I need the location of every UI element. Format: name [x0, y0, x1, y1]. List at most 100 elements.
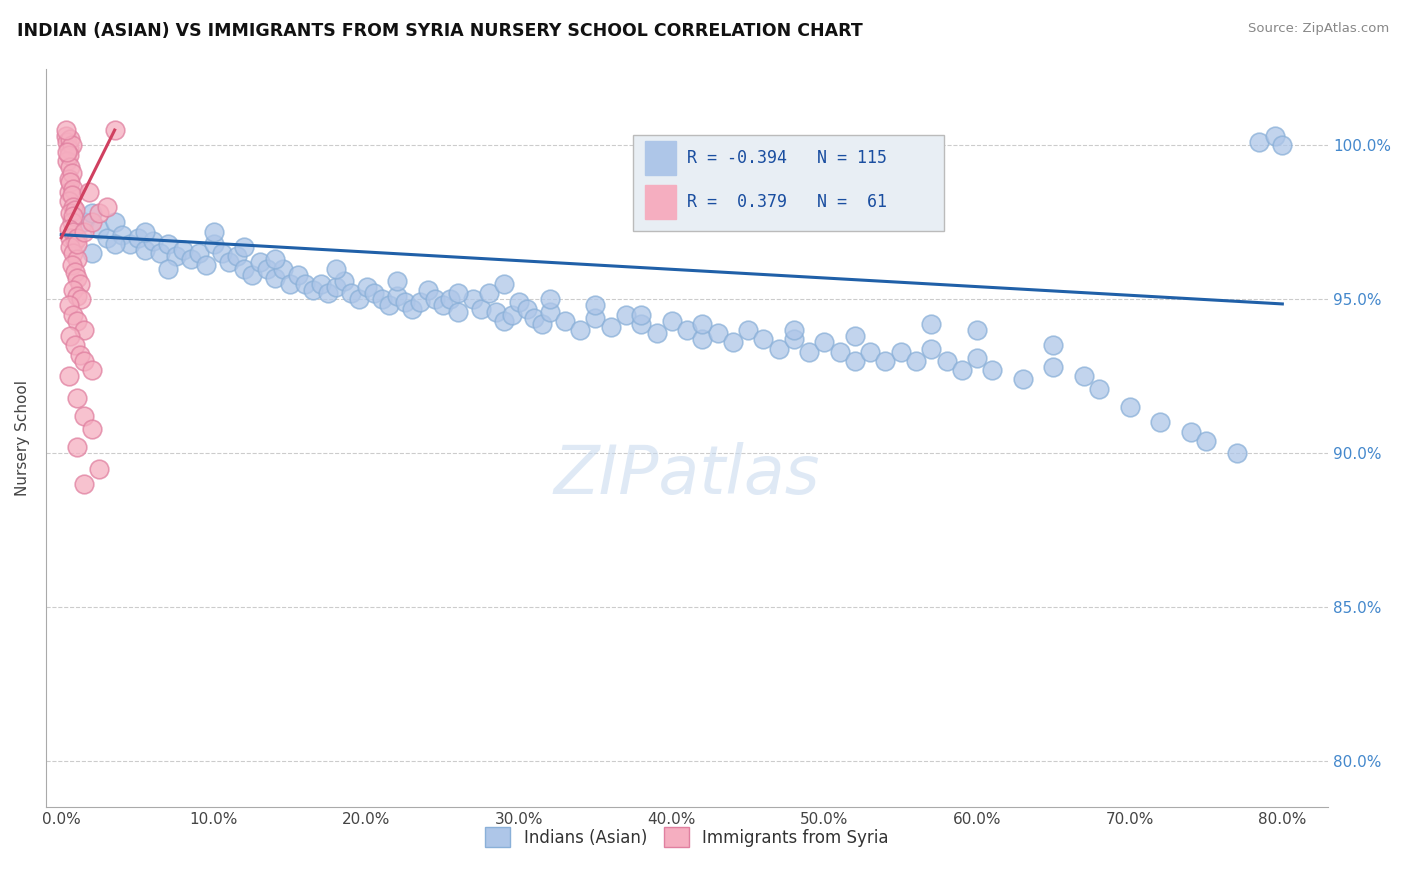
Point [62, 200, 84, 214]
Point [447, 286, 470, 301]
Point [157, 261, 180, 276]
Point [233, 240, 256, 254]
Point [59, 132, 82, 146]
Point [347, 293, 370, 307]
Point [492, 314, 515, 328]
Point [172, 243, 194, 257]
Point [302, 283, 325, 297]
Point [1180, 425, 1202, 439]
Text: INDIAN (ASIAN) VS IMMIGRANTS FROM SYRIA NURSERY SCHOOL CORRELATION CHART: INDIAN (ASIAN) VS IMMIGRANTS FROM SYRIA … [17, 22, 863, 40]
Point [828, 344, 851, 359]
Point [59, 206, 82, 220]
Point [142, 234, 165, 248]
Point [271, 261, 294, 276]
Point [80, 215, 103, 229]
Point [1264, 129, 1286, 144]
Point [58, 221, 80, 235]
Point [264, 270, 287, 285]
Point [59, 231, 82, 245]
Point [96, 231, 118, 245]
Point [309, 277, 332, 291]
Point [65, 270, 87, 285]
Point [425, 293, 447, 307]
Point [233, 261, 256, 276]
Point [554, 314, 576, 328]
Point [385, 274, 408, 288]
Point [1042, 338, 1064, 352]
Point [401, 301, 423, 316]
Point [920, 342, 942, 356]
Point [65, 236, 87, 251]
Point [62, 283, 84, 297]
Point [111, 227, 134, 242]
Point [1225, 446, 1247, 460]
Point [62, 209, 84, 223]
Point [409, 295, 432, 310]
Text: R =  0.379   N =  61: R = 0.379 N = 61 [688, 194, 887, 211]
Point [416, 283, 439, 297]
Point [65, 252, 87, 267]
Point [127, 231, 149, 245]
Point [294, 277, 316, 291]
Point [118, 236, 141, 251]
Point [59, 175, 82, 189]
Point [585, 298, 607, 312]
Point [905, 354, 928, 368]
Point [676, 323, 699, 337]
Point [80, 246, 103, 260]
Point [432, 298, 454, 312]
Point [844, 329, 866, 343]
Point [58, 194, 80, 208]
Point [523, 310, 546, 325]
Point [62, 225, 84, 239]
Point [62, 181, 84, 195]
Text: Source: ZipAtlas.com: Source: ZipAtlas.com [1249, 22, 1389, 36]
Point [104, 236, 127, 251]
Point [60, 215, 83, 229]
Point [966, 351, 988, 365]
Point [783, 323, 806, 337]
Point [645, 326, 668, 341]
Point [332, 274, 354, 288]
Point [752, 332, 775, 346]
Point [599, 320, 621, 334]
Point [157, 236, 180, 251]
Point [478, 286, 501, 301]
Point [63, 265, 86, 279]
Point [65, 391, 87, 405]
Point [65, 231, 87, 245]
Point [1088, 382, 1111, 396]
Point [65, 289, 87, 303]
Point [69, 348, 91, 362]
Point [134, 243, 156, 257]
Point [165, 249, 187, 263]
Point [1149, 416, 1171, 430]
Point [73, 323, 96, 337]
Point [363, 286, 385, 301]
Point [63, 234, 86, 248]
Point [58, 298, 80, 312]
Point [56, 153, 79, 168]
Point [59, 329, 82, 343]
Point [630, 308, 652, 322]
Point [538, 293, 561, 307]
Point [70, 293, 93, 307]
Point [59, 160, 82, 174]
Point [378, 298, 401, 312]
Point [385, 289, 408, 303]
Point [63, 338, 86, 352]
Point [73, 409, 96, 424]
Point [218, 255, 240, 269]
Point [134, 225, 156, 239]
Point [211, 246, 233, 260]
Text: R = -0.394   N = 115: R = -0.394 N = 115 [688, 149, 887, 167]
Point [501, 308, 523, 322]
Point [89, 461, 111, 475]
Point [56, 136, 79, 150]
Point [73, 477, 96, 491]
Point [202, 225, 225, 239]
Point [73, 225, 96, 239]
Point [58, 185, 80, 199]
Point [63, 203, 86, 218]
Point [585, 310, 607, 325]
